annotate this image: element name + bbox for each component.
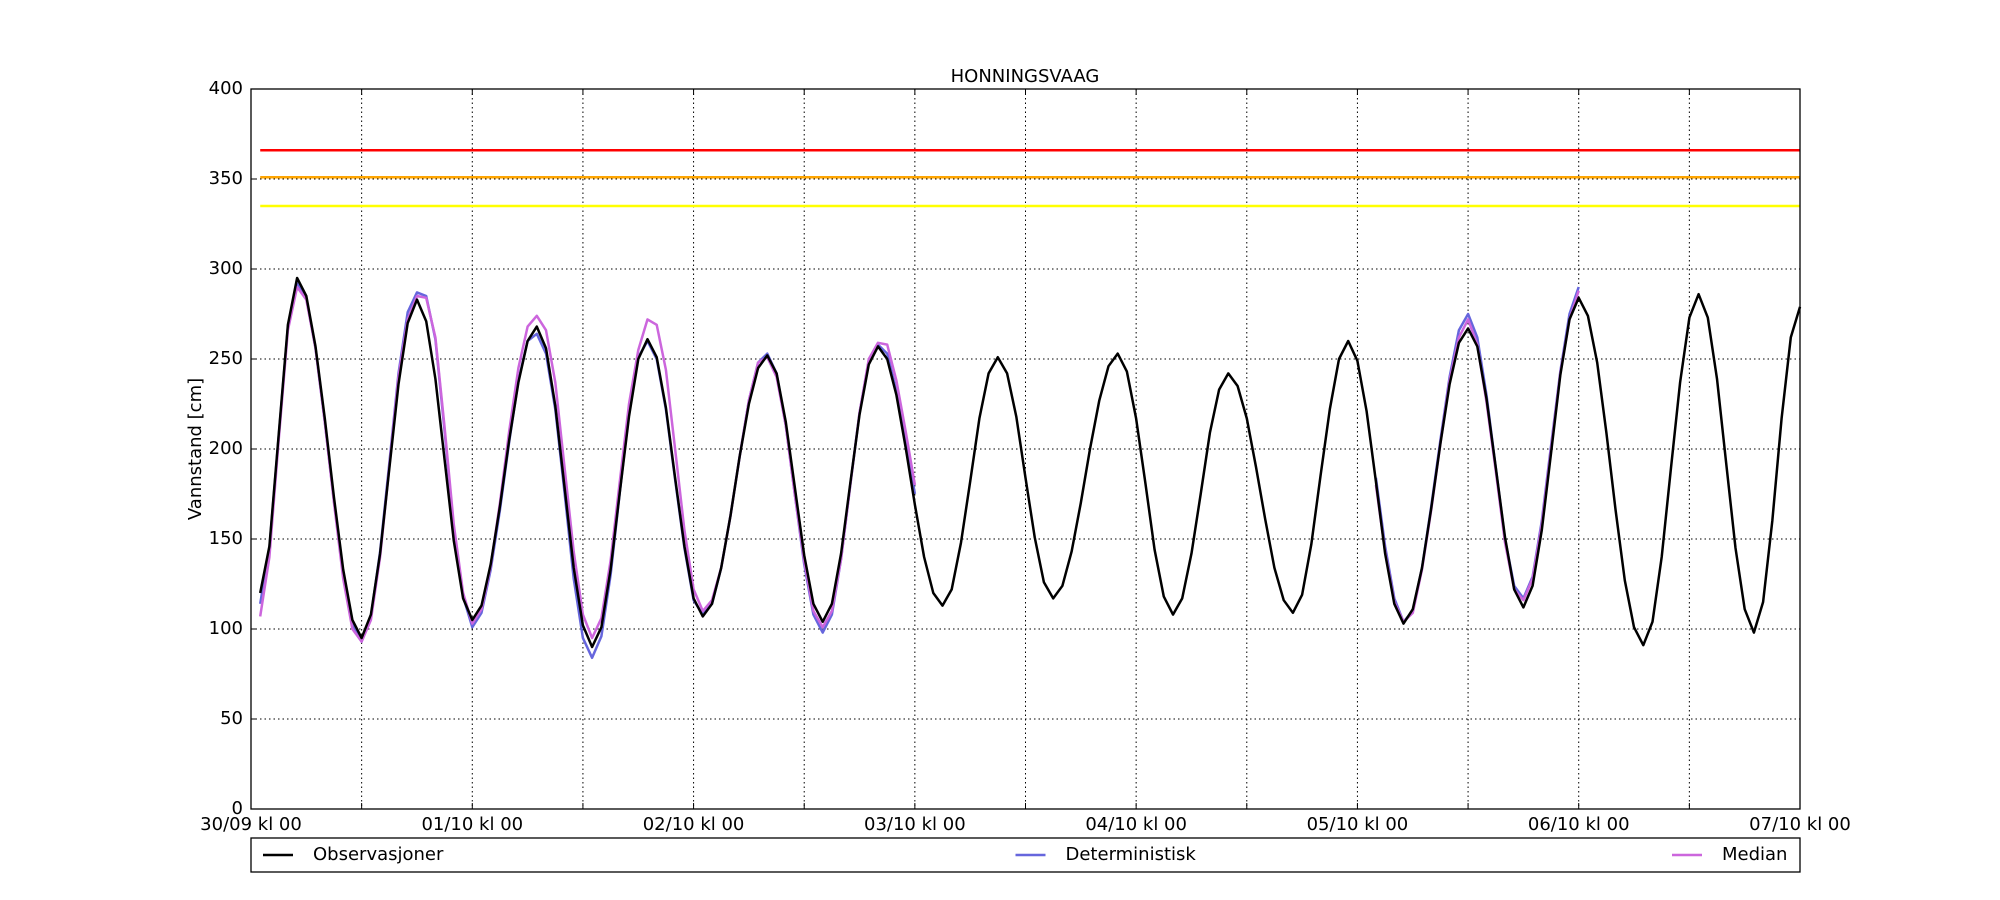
legend-label: Deterministisk <box>1066 844 1197 865</box>
y-tick-label: 50 <box>220 708 243 729</box>
y-tick-label: 0 <box>232 798 243 819</box>
y-tick-label: 350 <box>209 168 243 189</box>
y-tick-label: 400 <box>209 78 243 99</box>
x-tick-label: 04/10 kl 00 <box>1085 814 1187 835</box>
legend-label: Observasjoner <box>313 844 444 865</box>
y-tick-label: 250 <box>209 348 243 369</box>
y-tick-label: 300 <box>209 258 243 279</box>
x-tick-label: 02/10 kl 00 <box>643 814 745 835</box>
series-line <box>258 285 1580 643</box>
chart-title: HONNINGSVAAG <box>951 66 1100 87</box>
x-tick-label: 30/09 kl 00 <box>200 814 302 835</box>
plot-frame <box>250 88 1801 810</box>
y-tick-label: 200 <box>209 438 243 459</box>
series-line <box>258 282 1580 660</box>
series-line <box>258 276 1802 649</box>
y-axis-label: Vannstand [cm] <box>185 378 206 520</box>
legend-label: Median <box>1722 844 1787 865</box>
x-tick-label: 07/10 kl 00 <box>1749 814 1851 835</box>
y-tick-label: 100 <box>209 618 243 639</box>
x-tick-label: 05/10 kl 00 <box>1307 814 1409 835</box>
x-tick-label: 01/10 kl 00 <box>421 814 523 835</box>
y-tick-label: 150 <box>209 528 243 549</box>
x-tick-label: 03/10 kl 00 <box>864 814 966 835</box>
x-tick-label: 06/10 kl 00 <box>1528 814 1630 835</box>
